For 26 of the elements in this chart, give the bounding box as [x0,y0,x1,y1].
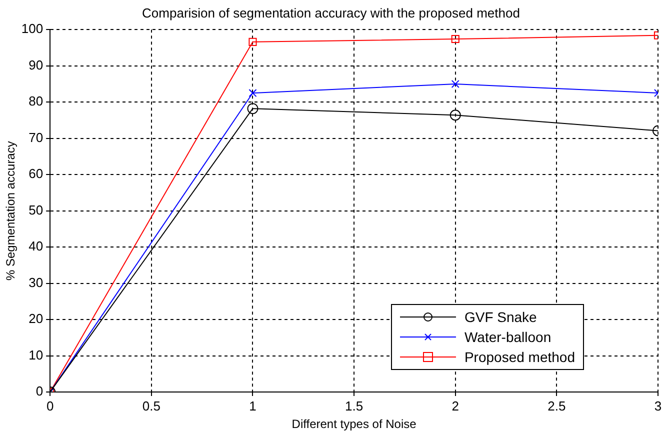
y-tick-label: 0 [36,384,44,399]
point [451,34,460,44]
x-tick-label: 0 [46,398,54,414]
y-tick-label: 20 [28,311,44,326]
x-tick-label: 1.5 [345,398,364,414]
x-tick-label: 2.5 [548,398,566,414]
x-axis-title: Different types of Noise [292,417,417,432]
y-tick-label: 10 [28,347,44,362]
legend-label: Proposed method [464,349,575,365]
y-tick-label: 90 [28,57,44,72]
y-tick-label: 100 [21,21,44,36]
y-tick-label: 30 [28,274,44,290]
y-axis-title: % Segmentation accuracy [4,141,18,281]
y-tick-label: 70 [28,130,44,145]
x-tick-label: 3 [654,398,662,414]
point [248,38,257,46]
x-tick-label: 0.5 [142,398,160,414]
y-tick-label: 50 [28,202,44,218]
y-tick-label: 40 [28,238,44,254]
y-tick-label: 60 [28,166,44,182]
y-tick-label: 80 [28,94,44,109]
chart-title: Comparision of segmentation accuracy with the proposed method [142,5,520,20]
x-tick-label: 2 [452,398,459,414]
x-tick-label: 1 [249,398,256,414]
legend-label: GVF Snake [464,309,537,325]
legend-label: Water-balloon [464,329,552,345]
